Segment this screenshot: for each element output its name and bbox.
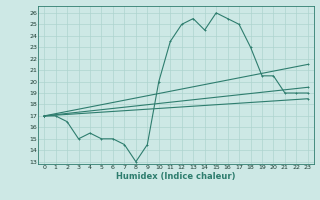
X-axis label: Humidex (Indice chaleur): Humidex (Indice chaleur) (116, 172, 236, 181)
